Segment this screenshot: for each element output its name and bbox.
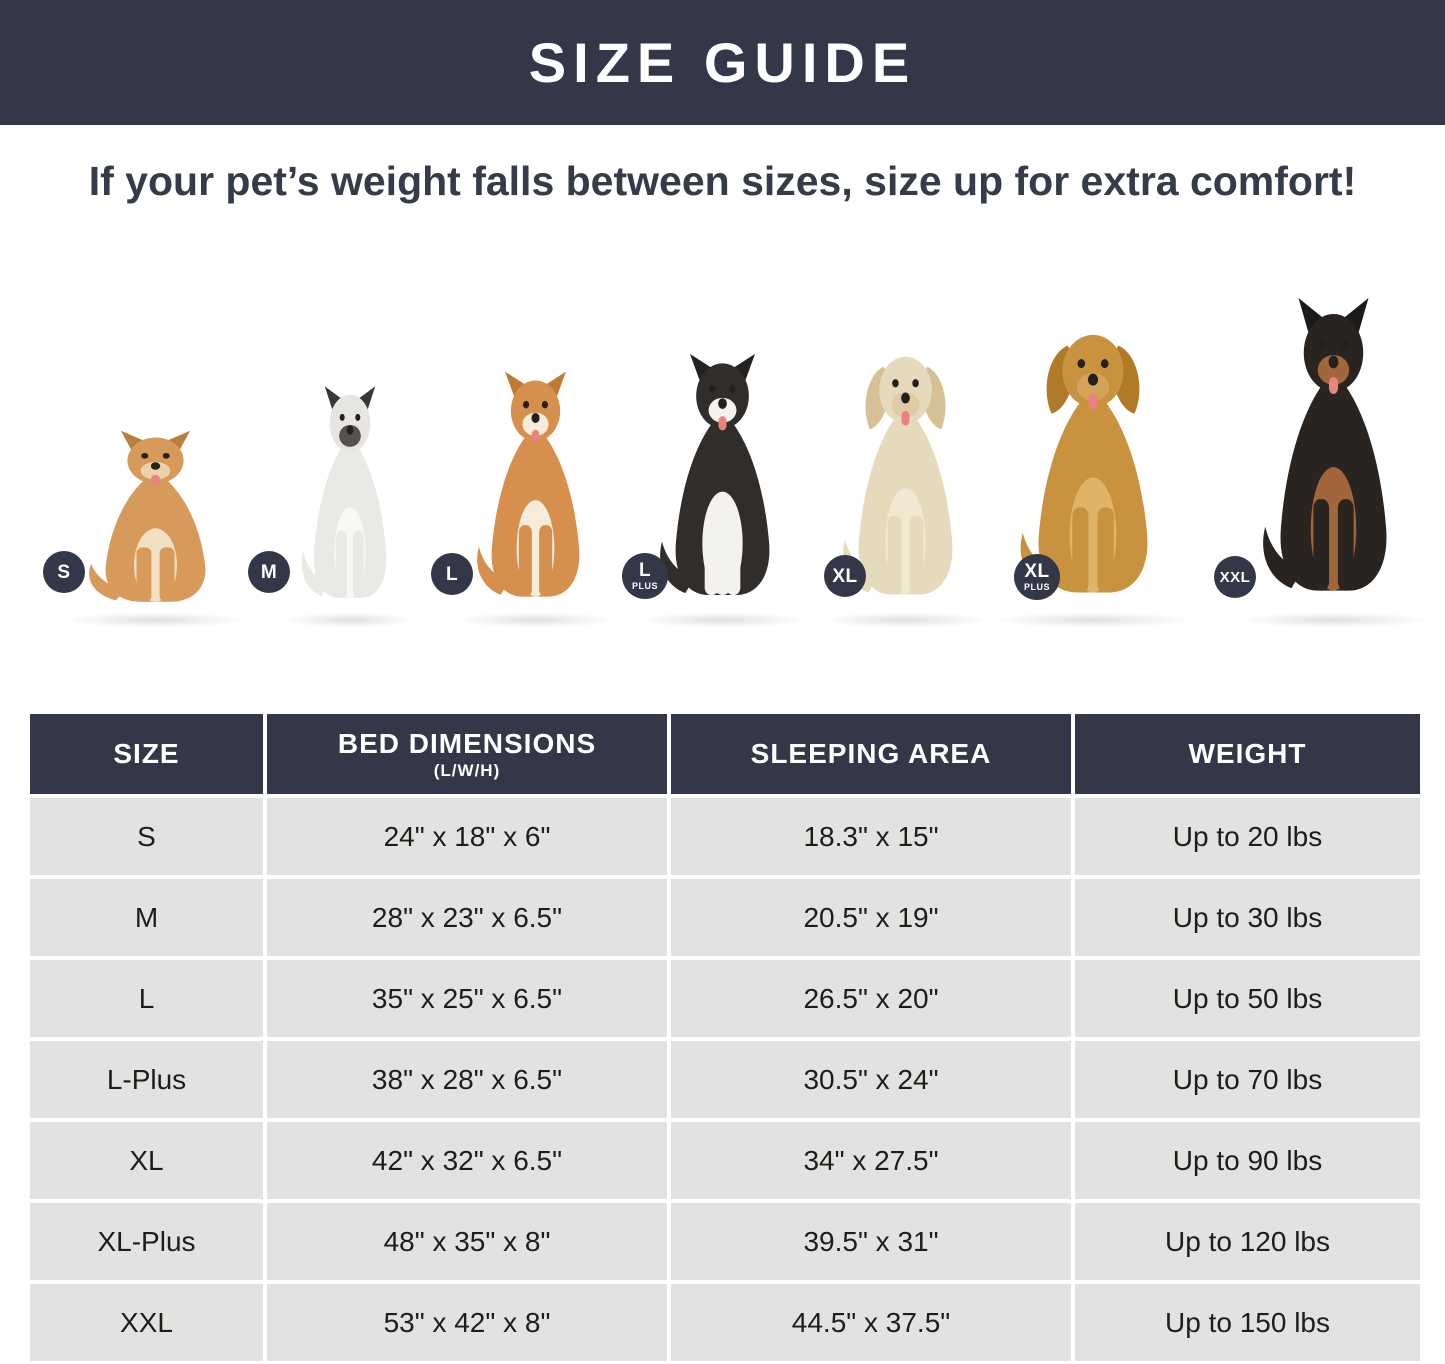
- column-header-bed-dimensions-label: BED DIMENSIONS: [337, 727, 597, 759]
- dog-labrador-image: [828, 343, 983, 618]
- size-badge-label: XXL: [1219, 568, 1251, 586]
- size-badge-xxl: XXL: [1214, 556, 1256, 598]
- size-badge-s: S: [43, 551, 85, 593]
- cell-weight: Up to 90 lbs: [1075, 1122, 1420, 1199]
- cell-bed-dimensions: 35" x 25" x 6.5": [267, 960, 667, 1037]
- cell-sleeping-area: 20.5" x 19": [671, 879, 1071, 956]
- cell-sleeping-area: 26.5" x 20": [671, 960, 1071, 1037]
- cell-size: S: [30, 798, 263, 875]
- size-badge-l-plus: L PLUS: [622, 553, 668, 599]
- size-badge-label: S: [57, 561, 71, 583]
- cell-bed-dimensions: 53" x 42" x 8": [267, 1284, 667, 1361]
- cell-size: XL: [30, 1122, 263, 1199]
- header-bar: SIZE GUIDE: [0, 0, 1445, 125]
- size-badge-m: M: [248, 551, 290, 593]
- cell-bed-dimensions: 42" x 32" x 6.5": [267, 1122, 667, 1199]
- size-badge-label: M: [260, 561, 278, 583]
- dog-shadow: [64, 612, 246, 628]
- dog-pomeranian-image: [73, 428, 238, 618]
- size-badge-sub-label: PLUS: [1023, 582, 1050, 592]
- cell-sleeping-area: 30.5" x 24": [671, 1041, 1071, 1118]
- dog-doberman-image: [1246, 298, 1421, 618]
- size-badge-sub-label: PLUS: [631, 581, 658, 591]
- cell-sleeping-area: 34" x 27.5": [671, 1122, 1071, 1199]
- dog-border-collie-image: [645, 350, 800, 618]
- column-header-weight-label: WEIGHT: [1188, 738, 1307, 769]
- cell-bed-dimensions: 48" x 35" x 8": [267, 1203, 667, 1280]
- size-badge-label: L: [445, 563, 459, 585]
- cell-size: M: [30, 879, 263, 956]
- dogs-row: S M L: [0, 295, 1445, 640]
- bed-dimensions-unit-note: (L/W/H): [433, 760, 501, 780]
- cell-weight: Up to 30 lbs: [1075, 879, 1420, 956]
- size-badge-xl: XL: [824, 555, 866, 597]
- size-badge-label: XL: [1024, 561, 1050, 582]
- column-header-size: SIZE: [30, 714, 263, 794]
- cell-sleeping-area: 39.5" x 31": [671, 1203, 1071, 1280]
- dog-french-bulldog-image: [290, 383, 410, 618]
- cell-size: L-Plus: [30, 1041, 263, 1118]
- column-header-size-label: SIZE: [113, 738, 180, 769]
- size-badge-xl-plus: XL PLUS: [1014, 554, 1060, 600]
- cell-weight: Up to 70 lbs: [1075, 1041, 1420, 1118]
- cell-weight: Up to 150 lbs: [1075, 1284, 1420, 1361]
- column-header-sleeping-area: SLEEPING AREA: [671, 714, 1071, 794]
- cell-sleeping-area: 18.3" x 15": [671, 798, 1071, 875]
- cell-size: XL-Plus: [30, 1203, 263, 1280]
- dog-shadow: [455, 612, 615, 628]
- cell-weight: Up to 50 lbs: [1075, 960, 1420, 1037]
- subtitle-text: If your pet’s weight falls between sizes…: [88, 158, 1357, 204]
- dog-shadow: [636, 612, 808, 628]
- column-header-weight: WEIGHT: [1075, 714, 1420, 794]
- dog-shadow: [994, 612, 1192, 628]
- cell-sleeping-area: 44.5" x 37.5": [671, 1284, 1071, 1361]
- size-table: SIZE BED DIMENSIONS (L/W/H) SLEEPING ARE…: [30, 714, 1420, 1361]
- dog-shadow: [819, 612, 991, 628]
- cell-bed-dimensions: 38" x 28" x 6.5": [267, 1041, 667, 1118]
- size-badge-l: L: [431, 553, 473, 595]
- dog-shadow: [284, 612, 416, 628]
- cell-bed-dimensions: 24" x 18" x 6": [267, 798, 667, 875]
- cell-weight: Up to 20 lbs: [1075, 798, 1420, 875]
- page-title: SIZE GUIDE: [528, 31, 917, 94]
- column-header-sleeping-area-label: SLEEPING AREA: [750, 738, 992, 769]
- cell-weight: Up to 120 lbs: [1075, 1203, 1420, 1280]
- size-badge-label: L: [638, 560, 652, 581]
- size-badge-label: XL: [832, 565, 858, 587]
- cell-size: L: [30, 960, 263, 1037]
- column-header-bed-dimensions: BED DIMENSIONS (L/W/H): [267, 714, 667, 794]
- dog-shadow: [1236, 612, 1430, 628]
- cell-size: XXL: [30, 1284, 263, 1361]
- cell-bed-dimensions: 28" x 23" x 6.5": [267, 879, 667, 956]
- dog-shiba-inu-image: [463, 368, 608, 618]
